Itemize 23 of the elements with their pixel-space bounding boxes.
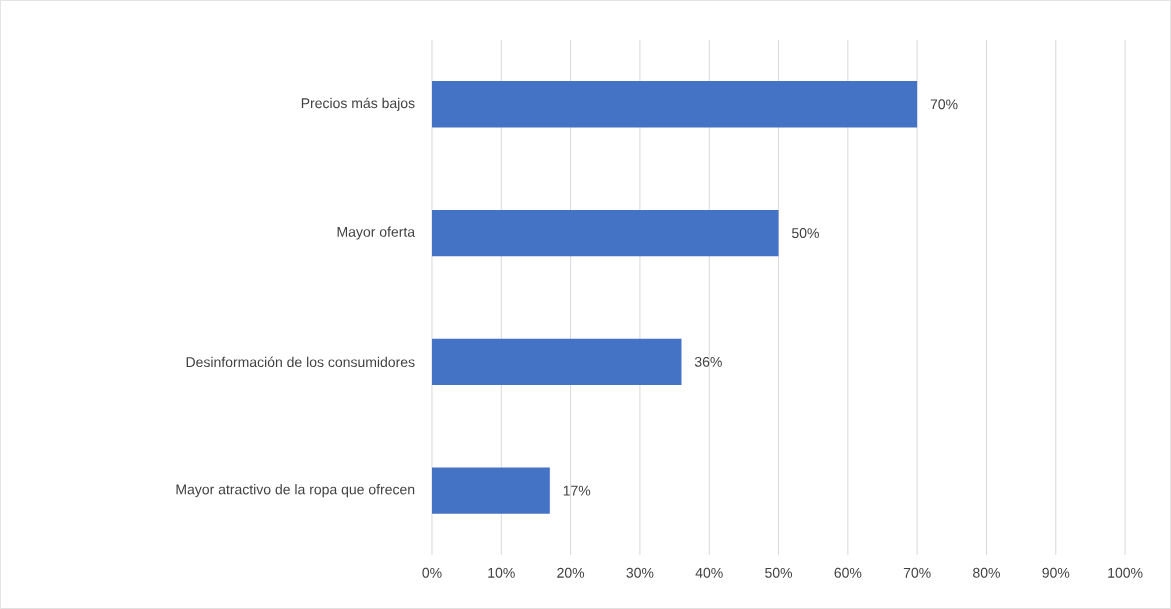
data-label: 17% — [563, 485, 591, 496]
data-label: 70% — [930, 99, 958, 110]
bar — [431, 338, 682, 386]
x-tick-label: 50% — [765, 567, 793, 578]
y-tick-label: Desinformación de los consumidores — [186, 356, 415, 368]
x-tick-label: 80% — [973, 567, 1000, 578]
bar — [431, 467, 550, 514]
data-label: 50% — [791, 228, 819, 239]
y-tick-label: Mayor atractivo de la ropa que ofrecen — [176, 484, 415, 498]
x-tick-label: 10% — [488, 567, 515, 578]
x-tick-label: 90% — [1042, 567, 1070, 578]
y-tick-label: Precios más bajos — [301, 97, 415, 111]
x-tick-label: 100% — [1108, 567, 1143, 578]
bar — [431, 81, 918, 128]
x-tick-label: 40% — [695, 567, 723, 578]
x-tick-label: 0% — [422, 567, 442, 578]
x-tick-label: 20% — [557, 567, 585, 578]
x-tick-label: 70% — [903, 567, 931, 578]
bar — [431, 209, 779, 257]
y-tick-label: Mayor oferta — [337, 226, 416, 240]
x-tick-label: 30% — [626, 567, 654, 578]
x-tick-label: 60% — [834, 567, 862, 578]
data-label: 36% — [694, 356, 722, 367]
